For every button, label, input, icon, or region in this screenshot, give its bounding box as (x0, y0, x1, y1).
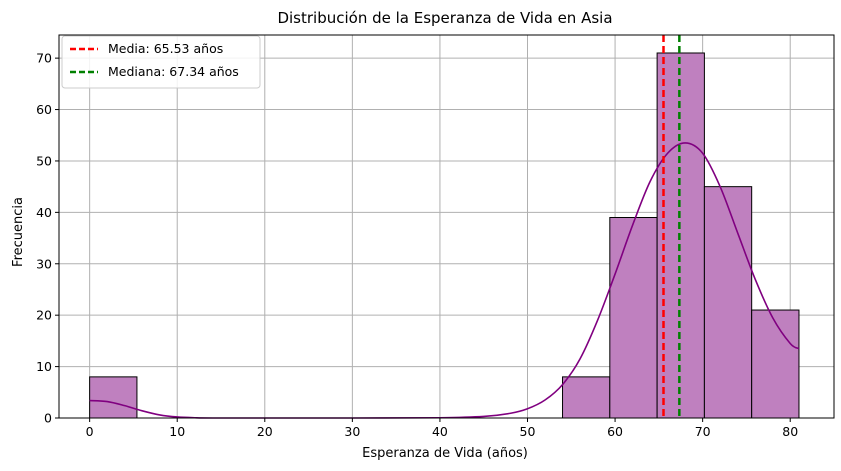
y-axis-label: Frecuencia (11, 197, 26, 267)
y-tick-label-70: 70 (36, 51, 52, 66)
legend-mean-label: Media: 65.53 años (108, 41, 223, 56)
x-tick-label-10: 10 (169, 424, 185, 439)
x-tick-label-70: 70 (695, 424, 711, 439)
y-tick-label-40: 40 (36, 205, 52, 220)
y-tick-label-0: 0 (44, 411, 52, 426)
x-tick-label-40: 40 (432, 424, 448, 439)
histogram-bar-10 (562, 376, 611, 419)
kde-line (89, 142, 800, 419)
y-tick-label-10: 10 (36, 359, 52, 374)
kde-curve (89, 142, 800, 419)
y-tick-label-30: 30 (36, 256, 52, 271)
y-tick-label-50: 50 (36, 153, 52, 168)
x-tick-label-30: 30 (344, 424, 360, 439)
y-tick-label-20: 20 (36, 308, 52, 323)
histogram-bar-0 (89, 376, 138, 419)
legend-median-label: Mediana: 67.34 años (108, 64, 239, 79)
x-axis-label: Esperanza de Vida (años) (362, 446, 528, 461)
histogram-bar-11 (609, 217, 658, 419)
legend-box (61, 35, 261, 89)
histogram-bar-13 (703, 186, 753, 419)
histogram-bars (89, 52, 800, 419)
y-tick-label-60: 60 (36, 102, 52, 117)
reference-lines (662, 35, 681, 418)
x-tick-label-20: 20 (257, 424, 273, 439)
x-tick-label-0: 0 (86, 424, 94, 439)
axes-frame (58, 34, 835, 419)
x-axis-ticks: 0 10 20 30 40 50 60 70 80 (86, 418, 798, 439)
chart-title: Distribución de la Esperanza de Vida en … (277, 9, 612, 27)
y-axis-ticks: 0 10 20 30 40 50 60 70 (36, 51, 59, 426)
x-tick-label-50: 50 (520, 424, 536, 439)
x-tick-label-80: 80 (782, 424, 798, 439)
histogram-bar-14 (751, 309, 800, 419)
x-tick-label-60: 60 (607, 424, 623, 439)
legend: Media: 65.53 años Mediana: 67.34 años (61, 35, 261, 89)
